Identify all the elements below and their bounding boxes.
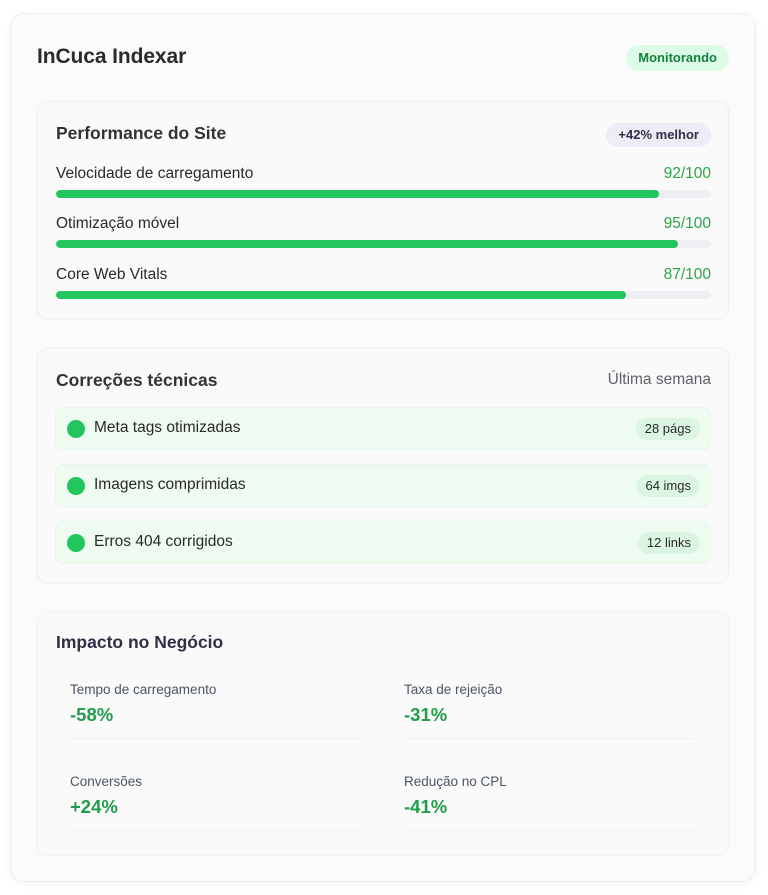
progress-fill: [56, 190, 659, 198]
improvement-badge: +42% melhor: [606, 123, 711, 147]
stat-value: -31%: [404, 704, 448, 725]
stat-cpl-reduction: Redução no CPL -41%: [404, 774, 694, 854]
stat-conversions: Conversões +24%: [70, 774, 360, 854]
fix-count-badge: 64 imgs: [636, 475, 700, 497]
technical-fixes-card: Correções técnicas Última semana Meta ta…: [37, 348, 729, 583]
progress-track: [56, 190, 711, 198]
fix-count-badge: 12 links: [637, 532, 700, 554]
stat-bounce-rate: Taxa de rejeição -31%: [404, 682, 694, 762]
divider: [70, 738, 360, 739]
metric-load-speed: Velocidade de carregamento 92/100: [56, 165, 711, 205]
metric-core-web-vitals: Core Web Vitals 87/100: [56, 266, 711, 306]
progress-fill: [56, 291, 626, 299]
stat-label: Redução no CPL: [404, 774, 507, 789]
metric-label: Core Web Vitals: [56, 266, 168, 283]
stat-label: Taxa de rejeição: [404, 682, 503, 697]
business-impact-card: Impacto no Negócio Tempo de carregamento…: [37, 611, 729, 855]
progress-track: [56, 240, 711, 248]
metric-label: Otimização móvel: [56, 215, 180, 232]
performance-title: Performance do Site: [56, 123, 227, 143]
stat-load-time: Tempo de carregamento -58%: [70, 682, 360, 762]
metric-score: 87/100: [663, 266, 711, 283]
divider: [70, 830, 360, 831]
fix-label: Erros 404 corrigidos: [94, 533, 233, 550]
stat-label: Tempo de carregamento: [70, 682, 217, 697]
status-dot-icon: [67, 477, 85, 495]
status-dot-icon: [67, 420, 85, 438]
fix-count-badge: 28 págs: [635, 418, 700, 440]
performance-card: Performance do Site +42% melhor Velocida…: [37, 101, 729, 319]
page-title: InCuca Indexar: [37, 45, 187, 68]
divider: [404, 738, 694, 739]
progress-track: [56, 291, 711, 299]
fix-item-images: Imagens comprimidas 64 imgs: [55, 464, 711, 507]
fix-item-404-errors: Erros 404 corrigidos 12 links: [55, 521, 711, 564]
impact-title: Impacto no Negócio: [56, 632, 224, 652]
period-label: Última semana: [607, 371, 711, 388]
metric-score: 95/100: [663, 215, 711, 232]
stat-value: +24%: [70, 796, 118, 817]
fix-item-meta-tags: Meta tags otimizadas 28 págs: [55, 407, 711, 450]
dashboard-card: InCuca Indexar Monitorando Performance d…: [10, 13, 756, 882]
divider: [404, 830, 694, 831]
status-dot-icon: [67, 534, 85, 552]
fix-label: Meta tags otimizadas: [94, 419, 241, 436]
stat-value: -41%: [404, 796, 448, 817]
fix-label: Imagens comprimidas: [94, 476, 246, 493]
stat-label: Conversões: [70, 774, 143, 789]
status-badge: Monitorando: [626, 45, 729, 71]
metric-label: Velocidade de carregamento: [56, 165, 254, 182]
metric-mobile-optimization: Otimização móvel 95/100: [56, 215, 711, 255]
progress-fill: [56, 240, 679, 248]
metric-score: 92/100: [663, 165, 711, 182]
stat-value: -58%: [70, 704, 114, 725]
fixes-title: Correções técnicas: [56, 370, 218, 390]
